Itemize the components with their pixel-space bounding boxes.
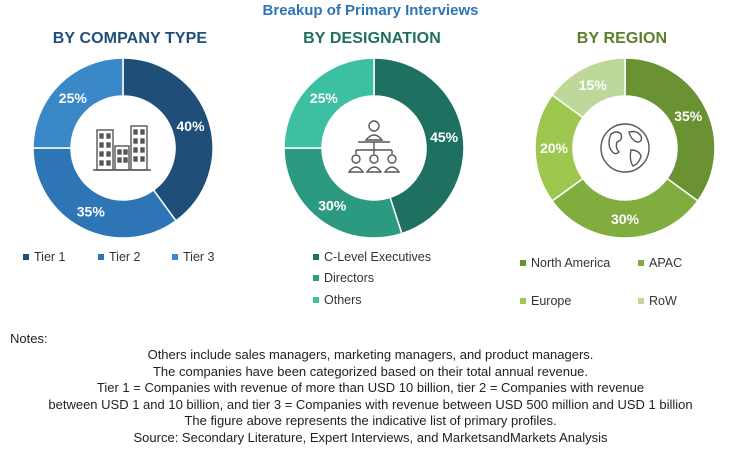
buildings-icon: [93, 125, 151, 171]
legend-swatch: [520, 298, 526, 304]
note-line: Source: Secondary Literature, Expert Int…: [133, 429, 608, 445]
legend-swatch: [98, 254, 104, 260]
donut-slice-apac: [551, 177, 699, 239]
donut-slice-tier-2: [32, 147, 177, 239]
note-line: The figure above represents the indicati…: [184, 413, 557, 428]
region-title: BY REGION: [576, 30, 668, 47]
legend-label: North America: [531, 256, 611, 270]
slice-value-label: 15%: [579, 77, 608, 93]
legend-label: Directors: [324, 271, 375, 285]
note-line: Tier 1 = Companies with revenue of more …: [96, 380, 645, 395]
donut-slice-row: [551, 57, 626, 119]
legend-label: Tier 3: [183, 250, 215, 264]
legend-swatch: [172, 254, 178, 260]
notes-block: Others include sales managers, marketing…: [0, 347, 741, 446]
donut-slice-tier-3: [32, 57, 124, 149]
legend-swatch: [313, 254, 319, 260]
slice-value-label: 35%: [674, 108, 703, 124]
region-donut: 35% 30% 20% 15%: [534, 57, 716, 239]
legend-label: Tier 1: [34, 250, 66, 264]
globe-icon: [600, 123, 650, 173]
slice-value-label: 25%: [310, 90, 339, 106]
slice-value-label: 20%: [540, 140, 569, 156]
legend-label: Tier 2: [109, 250, 141, 264]
legend-item-row: RoW: [638, 294, 677, 308]
legend-item-north-america: North America: [520, 256, 610, 270]
org-chart-people-icon: [347, 120, 401, 173]
company-type-title: BY COMPANY TYPE: [52, 30, 208, 47]
designation-donut: 45% 30% 25%: [283, 57, 465, 239]
note-line: Others include sales managers, marketing…: [147, 347, 594, 362]
notes-label: Notes:: [10, 331, 48, 346]
slice-value-label: 30%: [318, 197, 347, 213]
legend-label: APAC: [649, 256, 683, 270]
legend-item-c-level-executives: C-Level Executives: [313, 250, 431, 264]
legend-item-directors: Directors: [313, 271, 374, 285]
legend-swatch: [313, 297, 319, 303]
donut-slice-others: [283, 57, 375, 149]
legend-item-europe: Europe: [520, 294, 571, 308]
legend-swatch: [638, 260, 644, 266]
donut-slice-tier-1: [122, 57, 214, 222]
slice-value-label: 45%: [430, 129, 459, 145]
legend-item-tier-3: Tier 3: [172, 250, 215, 264]
slice-value-label: 30%: [611, 211, 640, 227]
legend-swatch: [23, 254, 29, 260]
company-type-donut: 40% 35% 25%: [32, 57, 214, 239]
legend-item-tier-1: Tier 1: [23, 250, 66, 264]
legend-swatch: [638, 298, 644, 304]
legend-label: RoW: [649, 294, 677, 308]
legend-item-others: Others: [313, 293, 362, 307]
note-line: The companies have been categorized base…: [152, 363, 589, 379]
donut-slice-directors: [283, 147, 403, 239]
main-title: Breakup of Primary Interviews: [262, 2, 479, 19]
designation-title: BY DESIGNATION: [303, 30, 441, 47]
legend-swatch: [313, 275, 319, 281]
donut-slice-north-america: [624, 57, 716, 202]
slice-value-label: 40%: [177, 118, 206, 134]
legend-label: Others: [324, 293, 362, 307]
legend-item-apac: APAC: [638, 256, 682, 270]
note-line: between USD 1 and 10 billion, and tier 3…: [48, 396, 693, 412]
slice-value-label: 25%: [59, 90, 88, 106]
legend-label: C-Level Executives: [324, 250, 431, 264]
donut-slice-c-level-executives: [373, 57, 465, 235]
legend-item-tier-2: Tier 2: [98, 250, 141, 264]
slice-value-label: 35%: [77, 203, 106, 219]
legend-label: Europe: [531, 294, 572, 308]
legend-swatch: [520, 260, 526, 266]
